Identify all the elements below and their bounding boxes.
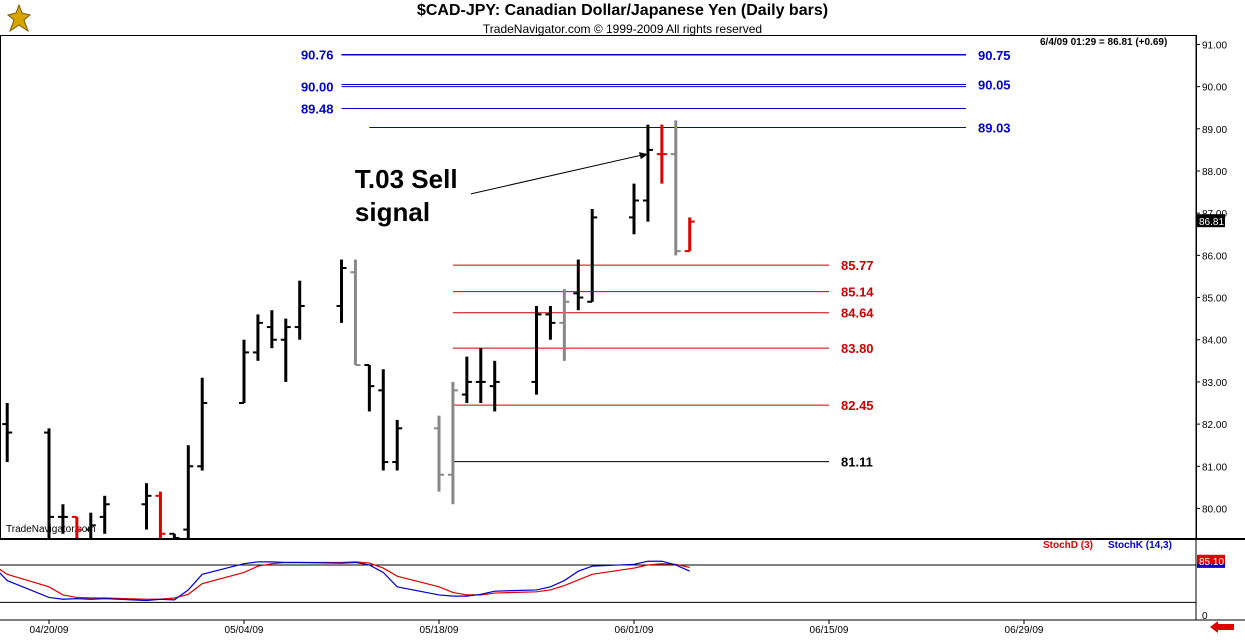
stoch-series-line bbox=[0, 561, 690, 600]
level-label: 84.64 bbox=[841, 306, 874, 321]
last-price-label: 86.81 bbox=[1199, 217, 1224, 228]
annotation-text: signal bbox=[355, 197, 430, 227]
annotation-arrowhead bbox=[638, 152, 648, 160]
stoch-current-box-k bbox=[1197, 563, 1225, 568]
stoch-current-label: 85.10 bbox=[1199, 557, 1224, 568]
stochk-legend: StochK (14,3) bbox=[1108, 540, 1172, 551]
y-tick-label: 80.00 bbox=[1202, 504, 1227, 515]
level-label: 90.05 bbox=[978, 78, 1011, 93]
y-tick-label: 90.00 bbox=[1202, 83, 1227, 94]
level-label: 90.76 bbox=[301, 48, 334, 63]
level-label: 85.77 bbox=[841, 258, 874, 273]
y-tick-label: 88.00 bbox=[1202, 167, 1227, 178]
annotation-arrow bbox=[470, 153, 647, 195]
price-readout: 6/4/09 01:29 = 86.81 (+0.69) bbox=[1040, 37, 1168, 48]
x-tick-label: 06/01/09 bbox=[615, 625, 654, 636]
x-tick-label: 04/20/09 bbox=[30, 625, 69, 636]
level-label: 82.45 bbox=[841, 398, 874, 413]
x-tick-label: 06/29/09 bbox=[1005, 625, 1044, 636]
y-tick-label: 85.00 bbox=[1202, 294, 1227, 305]
y-tick-label: 91.00 bbox=[1202, 40, 1227, 51]
y-tick-label: 89.00 bbox=[1202, 125, 1227, 136]
chart-title: $CAD-JPY: Canadian Dollar/Japanese Yen (… bbox=[416, 2, 829, 19]
stoch-y-tick-label: 0 bbox=[1202, 611, 1208, 622]
level-label: 89.48 bbox=[301, 102, 334, 117]
stoch-series-line bbox=[0, 560, 690, 602]
level-label: 90.75 bbox=[978, 48, 1011, 63]
last-price-box bbox=[1197, 214, 1225, 228]
y-tick-label: 81.00 bbox=[1202, 462, 1227, 473]
price-plot-frame bbox=[0, 35, 1197, 539]
scroll-left-arrow-icon[interactable] bbox=[1208, 620, 1236, 634]
x-tick-label: 05/18/09 bbox=[420, 625, 459, 636]
level-label: 89.03 bbox=[978, 121, 1011, 136]
tradenavigator-logo-icon bbox=[6, 3, 32, 33]
y-tick-label: 82.00 bbox=[1202, 420, 1227, 431]
x-tick-label: 05/04/09 bbox=[225, 625, 264, 636]
level-label: 90.00 bbox=[301, 80, 334, 95]
watermark: TradeNavigator.com bbox=[6, 524, 96, 535]
y-tick-label: 84.00 bbox=[1202, 336, 1227, 347]
level-label: 83.80 bbox=[841, 341, 874, 356]
level-label: 81.11 bbox=[841, 455, 873, 470]
level-label: 85.14 bbox=[841, 285, 874, 300]
y-tick-label: 83.00 bbox=[1202, 378, 1227, 389]
y-tick-label: 86.00 bbox=[1202, 251, 1227, 262]
annotation-text: T.03 Sell bbox=[355, 164, 458, 194]
x-tick-label: 06/15/09 bbox=[810, 625, 849, 636]
chart-subtitle: TradeNavigator.com © 1999-2009 All right… bbox=[482, 22, 763, 36]
stochd-legend: StochD (3) bbox=[1043, 540, 1093, 551]
